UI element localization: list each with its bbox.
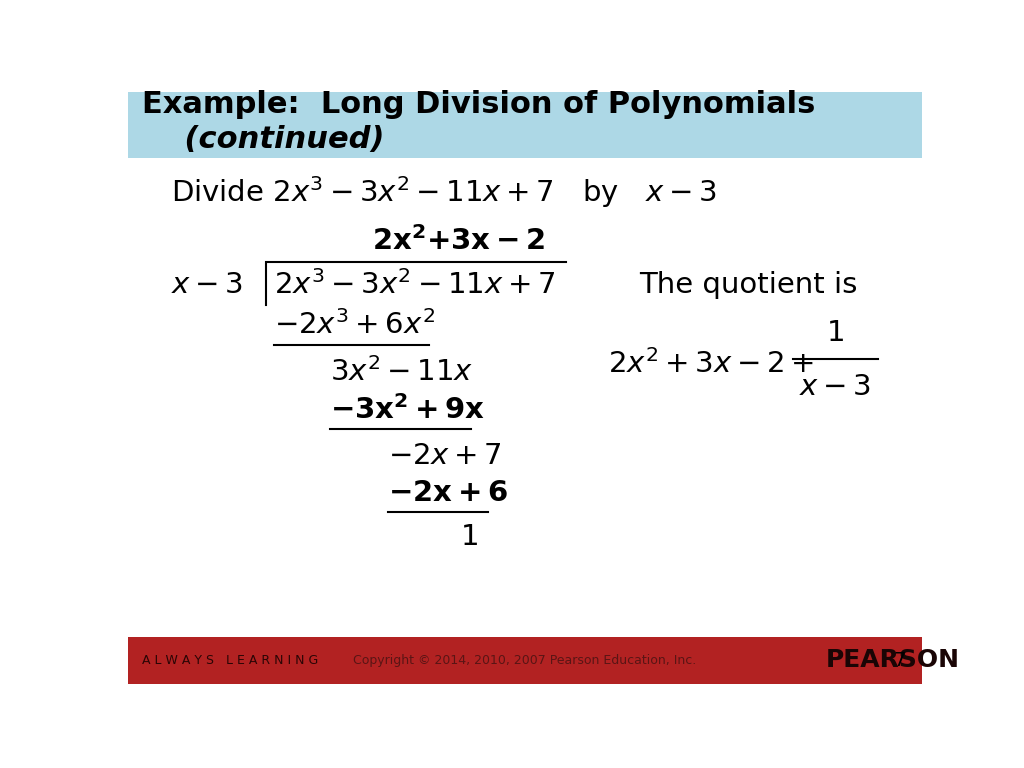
FancyBboxPatch shape: [128, 92, 922, 157]
Text: A L W A Y S   L E A R N I N G: A L W A Y S L E A R N I N G: [142, 654, 318, 667]
Text: $3x^2-11x$: $3x^2-11x$: [330, 356, 473, 386]
Text: $\mathbf{2x^2}$$\mathbf{+3x-2}$: $\mathbf{2x^2}$$\mathbf{+3x-2}$: [372, 226, 545, 256]
Text: PEARSON: PEARSON: [825, 648, 959, 673]
Text: $-2x+7$: $-2x+7$: [388, 442, 502, 470]
Text: The quotient is: The quotient is: [640, 270, 858, 299]
Text: Copyright © 2014, 2010, 2007 Pearson Education, Inc.: Copyright © 2014, 2010, 2007 Pearson Edu…: [353, 654, 696, 667]
Text: $-2x^3+6x^2$: $-2x^3+6x^2$: [273, 310, 434, 340]
Text: 7: 7: [893, 651, 905, 670]
Text: $\mathbf{-2x+6}$: $\mathbf{-2x+6}$: [388, 479, 508, 508]
Text: $1$: $1$: [826, 319, 844, 347]
Text: $2x^3-3x^2-11x+7$: $2x^3-3x^2-11x+7$: [273, 270, 555, 300]
Text: $x-3$: $x-3$: [799, 373, 870, 401]
FancyBboxPatch shape: [128, 637, 922, 684]
Text: $1$: $1$: [460, 523, 477, 551]
Text: $\mathbf{-3x^2+9x}$: $\mathbf{-3x^2+9x}$: [330, 396, 484, 425]
Text: $x-3$: $x-3$: [171, 270, 243, 299]
Text: (continued): (continued): [142, 125, 384, 154]
Text: $2x^2+3x-2+$: $2x^2+3x-2+$: [608, 349, 814, 379]
Text: Divide $2x^3 - 3x^2 - 11x + 7$   by   $x - 3$: Divide $2x^3 - 3x^2 - 11x + 7$ by $x - 3…: [171, 174, 717, 210]
Text: Example:  Long Division of Polynomials: Example: Long Division of Polynomials: [142, 90, 815, 119]
